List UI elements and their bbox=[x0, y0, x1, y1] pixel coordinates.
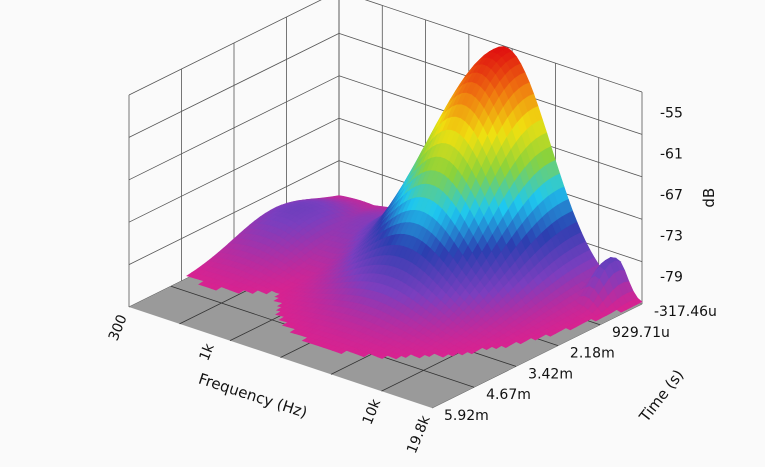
time-tick-label: 929.71u bbox=[612, 325, 670, 341]
surface-patch bbox=[377, 353, 389, 359]
z-axis-title: dB bbox=[700, 188, 718, 208]
surface-patch bbox=[515, 338, 527, 345]
surface-patch bbox=[491, 343, 503, 350]
surface-patch bbox=[616, 305, 627, 313]
time-tick-label: 3.42m bbox=[528, 366, 573, 382]
surface-patch bbox=[447, 350, 459, 357]
surface-layer bbox=[186, 46, 643, 360]
surface-patch bbox=[211, 284, 223, 291]
surface-patch bbox=[424, 351, 436, 357]
time-tick-label: -317.46u bbox=[654, 304, 717, 320]
frequency-axis-title: Frequency (Hz) bbox=[196, 370, 309, 422]
z-tick-label: -61 bbox=[660, 147, 683, 163]
z-tick-label: -73 bbox=[660, 229, 683, 245]
surface-patch bbox=[457, 349, 469, 356]
frequency-tick-label: 1k bbox=[197, 341, 219, 364]
z-tick-label: -67 bbox=[660, 188, 683, 204]
surface-patch bbox=[530, 334, 542, 341]
time-tick-label: 5.92m bbox=[444, 408, 489, 424]
frequency-tick-label: 300 bbox=[106, 313, 131, 344]
surface-patch bbox=[481, 344, 493, 351]
surface-patch bbox=[545, 330, 557, 337]
frequency-tick-label: 10k bbox=[360, 396, 385, 427]
z-tick-label: -79 bbox=[660, 270, 683, 286]
time-axis-title: Time (s) bbox=[635, 366, 687, 426]
back-wall-gridline bbox=[364, 0, 643, 93]
surface-patch bbox=[358, 351, 370, 358]
surface-patch bbox=[247, 287, 259, 294]
surface-patch bbox=[414, 352, 426, 359]
time-tick-label: 4.67m bbox=[486, 387, 531, 403]
surface-patch bbox=[500, 342, 512, 349]
surface-patch bbox=[565, 324, 577, 331]
z-tick-label: -55 bbox=[660, 106, 683, 122]
surface-patch bbox=[590, 315, 602, 322]
time-tick-label: 2.18m bbox=[570, 346, 615, 362]
surface-patch bbox=[261, 288, 273, 295]
surface-patch bbox=[438, 351, 449, 358]
surface-patch bbox=[233, 287, 245, 294]
surface-patch bbox=[466, 348, 478, 355]
surface-patch bbox=[400, 351, 412, 358]
surface-patch bbox=[336, 348, 348, 355]
surface-patch bbox=[391, 353, 402, 360]
frequency-tick-label: 19.8k bbox=[404, 413, 434, 456]
